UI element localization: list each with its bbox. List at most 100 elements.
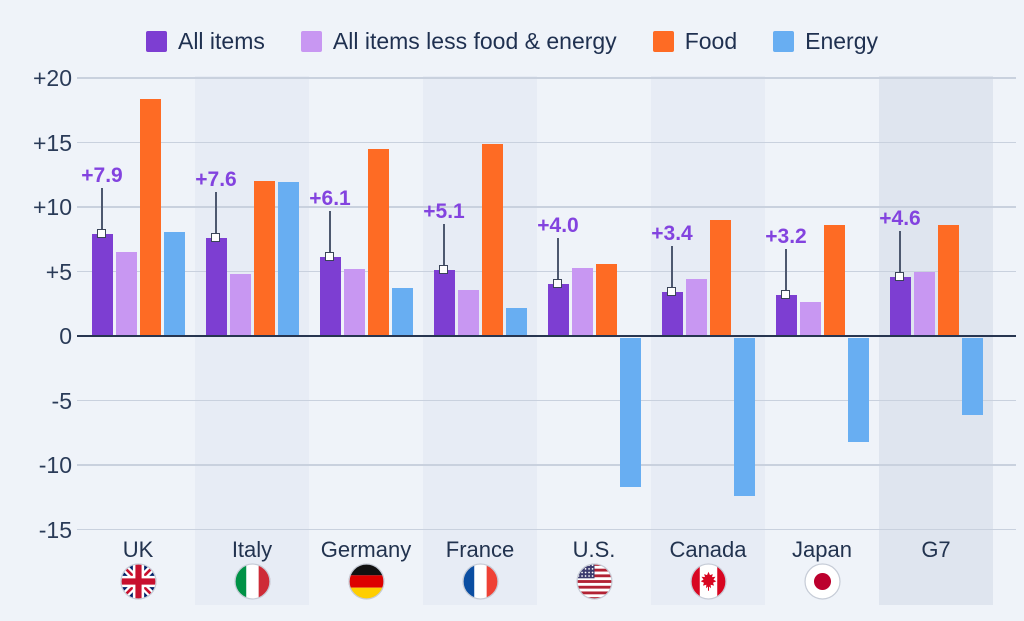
annotation-marker: [894, 271, 904, 281]
bar-all-items: [661, 292, 683, 336]
annotation-marker: [666, 287, 676, 297]
bar-food: [937, 225, 959, 336]
x-axis-label-g7: G7: [921, 537, 951, 562]
grid-line: [77, 141, 1016, 144]
annotation-line: [785, 248, 787, 293]
annotation-value: +6.1: [309, 187, 351, 211]
bar-energy: [163, 231, 185, 336]
x-axis-label-germany: Germany: [320, 537, 412, 562]
bar-energy: [733, 337, 755, 497]
flag-italy-icon: [233, 563, 271, 600]
y-axis-tick-label: +15: [32, 129, 72, 156]
bar-food: [367, 148, 389, 336]
bar-food: [139, 98, 161, 336]
y-axis-tick-label: +5: [45, 258, 72, 285]
legend-label: All items: [177, 27, 265, 54]
annotation-value: +5.1: [423, 200, 465, 224]
bar-all-items-less-food-energy: [913, 271, 935, 336]
bar-all-items: [91, 234, 113, 336]
bar-all-items: [889, 276, 911, 336]
annotation-value: +3.2: [765, 224, 807, 248]
flag-canada-icon: [689, 563, 727, 600]
y-axis-tick-label: -15: [38, 516, 72, 543]
legend-item-energy: Energy: [773, 28, 878, 55]
legend-swatch-icon: [773, 30, 795, 52]
bar-energy: [619, 337, 641, 488]
grid-line: [77, 464, 1016, 466]
bar-energy: [505, 307, 527, 336]
flag-france-icon: [461, 563, 499, 600]
bar-all-items-less-food-energy: [343, 268, 365, 336]
legend-swatch-icon: [300, 30, 322, 52]
column-band-france: [423, 76, 537, 605]
bar-all-items-less-food-energy: [229, 274, 251, 336]
annotation-marker: [780, 289, 790, 299]
grid-line: [77, 77, 1016, 79]
legend-swatch-icon: [145, 30, 167, 52]
annotation-line: [329, 211, 331, 256]
column-band-italy: [195, 76, 309, 605]
annotation-value: +4.6: [879, 206, 921, 230]
bar-food: [595, 263, 617, 336]
grid-line: [77, 528, 1016, 531]
annotation-value: +3.4: [651, 222, 693, 246]
legend-item-food: Food: [652, 27, 738, 55]
bar-all-items-less-food-energy: [571, 267, 593, 336]
annotation-marker: [552, 279, 562, 289]
bar-all-items: [205, 237, 227, 336]
x-axis-label-france: France: [445, 537, 515, 562]
annotation-line: [101, 188, 103, 233]
grid-line: [77, 206, 1016, 208]
bar-food: [823, 225, 845, 336]
zero-baseline: [77, 334, 1016, 338]
grid-line: [77, 399, 1016, 402]
bar-all-items-less-food-energy: [115, 252, 137, 336]
bar-all-items: [547, 284, 569, 336]
bar-food: [709, 219, 731, 336]
annotation-line: [671, 246, 673, 291]
x-axis-label-canada: Canada: [669, 537, 747, 562]
annotation-line: [215, 191, 217, 236]
bar-energy: [961, 337, 983, 415]
bar-all-items: [775, 294, 797, 336]
bar-energy: [847, 337, 869, 443]
annotation-line: [899, 230, 901, 275]
bar-energy: [277, 182, 299, 336]
chart-legend: All items All items less food & energy Foo…: [0, 24, 1024, 58]
bar-food: [253, 181, 275, 336]
y-axis-tick-label: -10: [38, 452, 72, 478]
annotation-marker: [96, 228, 106, 238]
legend-label: Energy: [805, 27, 878, 54]
y-axis-tick-label: -5: [51, 387, 72, 414]
annotation-marker: [324, 252, 334, 262]
annotation-marker: [438, 265, 448, 275]
bar-all-items-less-food-energy: [685, 279, 707, 336]
bar-food: [481, 143, 503, 336]
legend-item-all-items: All items: [145, 27, 265, 55]
bar-energy: [391, 288, 413, 336]
legend-label: Food: [684, 27, 738, 54]
x-axis-label-italy: Italy: [231, 537, 273, 562]
annotation-line: [443, 224, 445, 269]
annotation-value: +4.0: [537, 214, 579, 238]
annotation-value: +7.9: [81, 164, 123, 188]
y-axis-tick-label: +20: [32, 65, 72, 91]
y-axis-tick-label: +10: [32, 194, 72, 220]
flag-uk-icon: [119, 563, 157, 600]
annotation-value: +7.6: [195, 167, 237, 191]
x-axis-label-uk: UK: [122, 537, 154, 562]
flag-japan-icon: [803, 563, 841, 600]
bar-all-items: [319, 257, 341, 336]
legend-label: All items less food & energy: [332, 27, 617, 54]
flag-us-icon: [575, 563, 613, 600]
bar-all-items: [433, 270, 455, 336]
annotation-marker: [210, 232, 220, 242]
x-axis-label-japan: Japan: [792, 537, 852, 562]
flag-germany-icon: [347, 563, 385, 600]
legend-swatch-icon: [652, 30, 674, 52]
bar-all-items-less-food-energy: [799, 302, 821, 336]
x-axis-label-us: U.S.: [572, 537, 616, 562]
grid-line: [77, 270, 1016, 273]
annotation-line: [557, 238, 559, 283]
